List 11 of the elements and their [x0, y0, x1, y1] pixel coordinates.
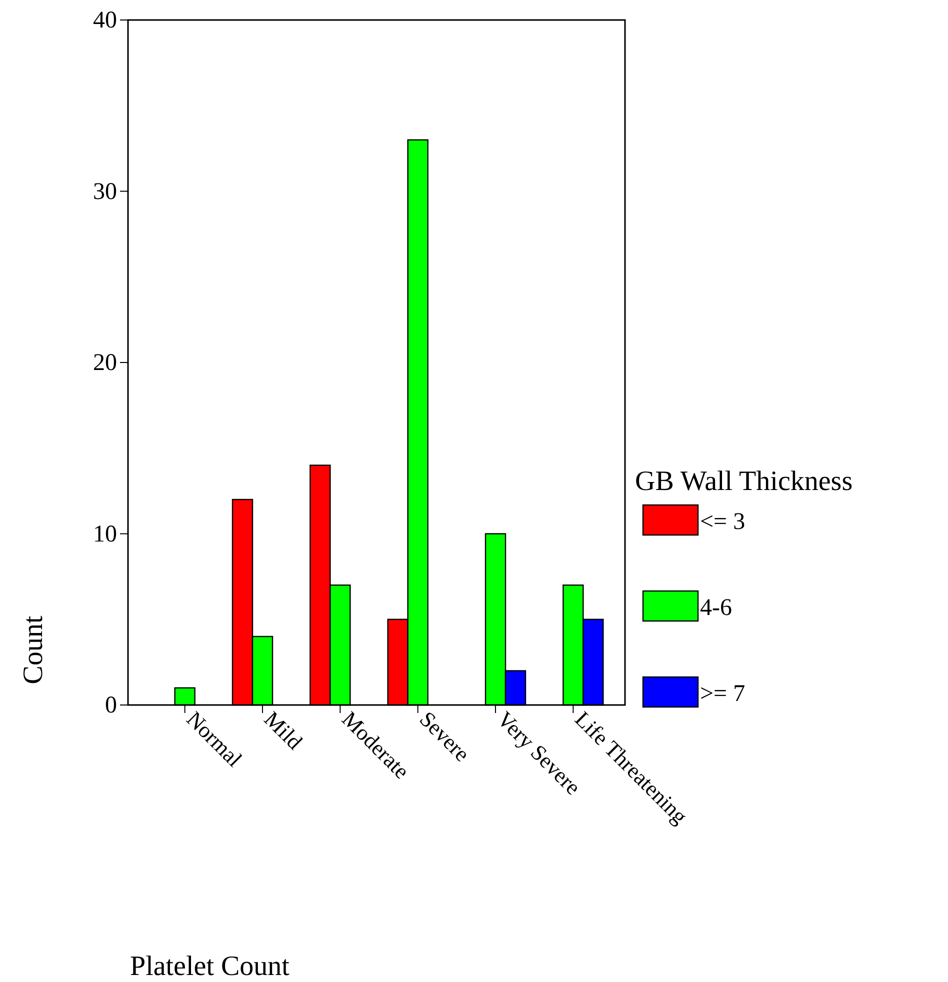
legend-label: >= 7: [700, 681, 746, 707]
legend-label: <= 3: [700, 509, 746, 535]
y-axis-title: Count: [18, 616, 49, 684]
y-tick-label: 20: [93, 350, 117, 376]
y-tick-label: 40: [93, 8, 117, 34]
legend-title: GB Wall Thickness: [635, 466, 853, 497]
y-tick-label: 0: [105, 692, 117, 719]
legend-label: 4-6: [700, 595, 732, 621]
y-tick-label: 10: [93, 521, 117, 548]
x-axis-title: Platelet Count: [130, 951, 290, 982]
y-tick-label: 30: [93, 178, 117, 205]
